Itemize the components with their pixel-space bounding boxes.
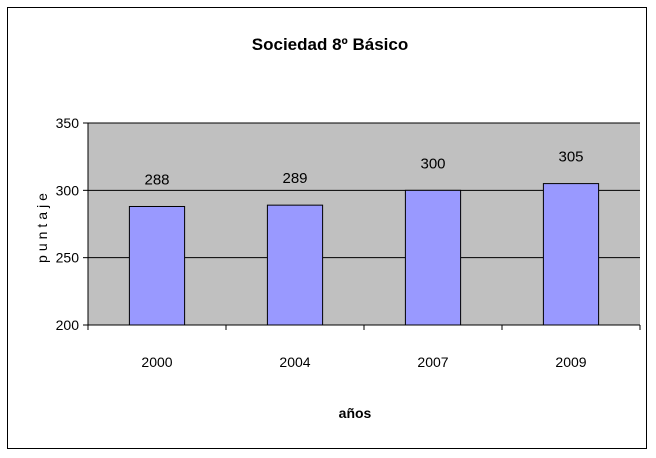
bars: [128, 183, 600, 326]
x-tick-labels: 2000 2004 2007 2009: [141, 354, 586, 370]
x-axis-label: años: [339, 405, 372, 421]
x-tick-label-2007: 2007: [417, 354, 448, 370]
x-tick-label-2004: 2004: [279, 354, 310, 370]
bar-2007: [404, 189, 462, 326]
bar-2009: [542, 183, 600, 326]
x-tick-label-2000: 2000: [141, 354, 172, 370]
bar-2000: [128, 205, 186, 326]
bar-2004: [266, 204, 324, 326]
data-label-2000: 288: [144, 171, 169, 188]
y-tick-label: 200: [56, 317, 80, 333]
data-label-2009: 305: [558, 149, 583, 166]
y-tick-label: 350: [56, 115, 80, 131]
y-tick-label: 300: [56, 182, 80, 198]
y-tick-label: 250: [56, 250, 80, 266]
y-axis-label: puntaje: [34, 189, 50, 263]
x-tick-label-2009: 2009: [555, 354, 586, 370]
data-labels: 288 289 300 305: [144, 149, 583, 189]
y-tick-labels: 200 250 300 350: [56, 115, 80, 333]
axes: [83, 122, 641, 330]
chart-title: Sociedad 8º Básico: [252, 35, 408, 54]
data-label-2007: 300: [420, 155, 445, 172]
data-label-2004: 289: [282, 170, 307, 187]
